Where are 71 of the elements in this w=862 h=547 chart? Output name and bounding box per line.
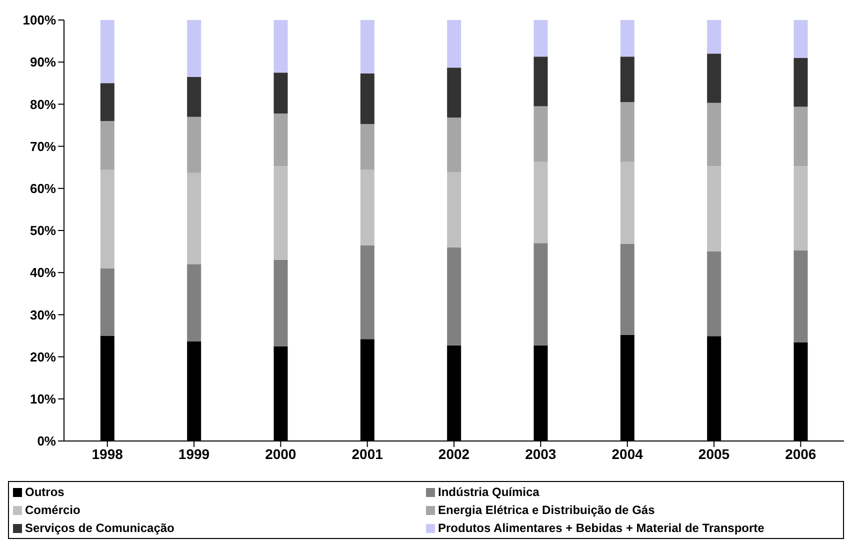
bar [620,20,634,57]
bar [274,260,288,346]
bar [360,73,374,124]
bar [360,124,374,170]
y-tick-label: 10% [30,392,56,407]
bar [274,20,288,73]
x-tick-label: 1999 [178,446,210,462]
bar [100,268,114,336]
bar [620,102,634,162]
bar [620,162,634,244]
bar [100,169,114,268]
bar [360,20,374,74]
bar [620,56,634,102]
y-tick-label: 0% [37,434,56,449]
bar [447,20,462,68]
bar [794,58,808,107]
bar [274,72,288,114]
bar [447,118,462,172]
bar [274,166,288,260]
bar [794,106,808,166]
bar [534,20,548,57]
bar [707,54,722,103]
legend-label: Energia Elétrica e Distribuição de Gás [438,503,655,517]
x-tick-label: 2006 [785,446,816,462]
bar [447,68,462,118]
bar [187,76,202,117]
x-tick-label: 2001 [352,446,384,462]
bar [360,169,374,246]
y-tick-label: 30% [30,307,56,322]
bar [187,264,202,342]
bar [447,172,462,248]
bar [794,20,808,58]
y-tick-label: 50% [30,223,56,238]
bar [534,162,548,244]
y-tick-label: 90% [30,54,56,70]
bar [534,243,548,346]
x-tick-label: 2004 [612,446,644,462]
y-tick-label: 20% [30,349,56,364]
bar [360,245,374,340]
bar [707,20,722,54]
y-tick-label: 100% [22,12,56,28]
y-tick-label: 40% [30,265,56,280]
bar [187,20,202,77]
bar [100,83,114,122]
bar [187,116,202,173]
bar [534,106,548,162]
y-tick-label: 70% [30,138,56,154]
bar [794,166,808,250]
bar [100,121,114,170]
bar [707,102,722,166]
bar [707,252,722,336]
x-tick-label: 2002 [438,446,470,462]
legend-label: Produtos Alimentares + Bebidas + Material de Transporte [438,521,764,535]
x-tick-label: 2005 [698,446,730,462]
x-tick-label: 1998 [92,446,124,462]
bar [794,250,808,342]
x-tick-label: 2003 [525,446,556,462]
legend-label: Indústria Química [438,485,540,499]
legend-label: Serviços de Comunicação [25,521,174,535]
bar [274,113,288,166]
legend-label: Comércio [25,503,80,517]
bar [447,247,462,346]
y-tick-label: 80% [30,96,56,112]
y-tick-label: 60% [30,181,56,196]
bar [187,172,202,264]
x-tick-label: 2000 [265,446,296,462]
bar [620,244,634,335]
bar [534,56,548,106]
bar [100,20,114,84]
bar [707,166,722,252]
legend-label: Outros [25,485,64,499]
